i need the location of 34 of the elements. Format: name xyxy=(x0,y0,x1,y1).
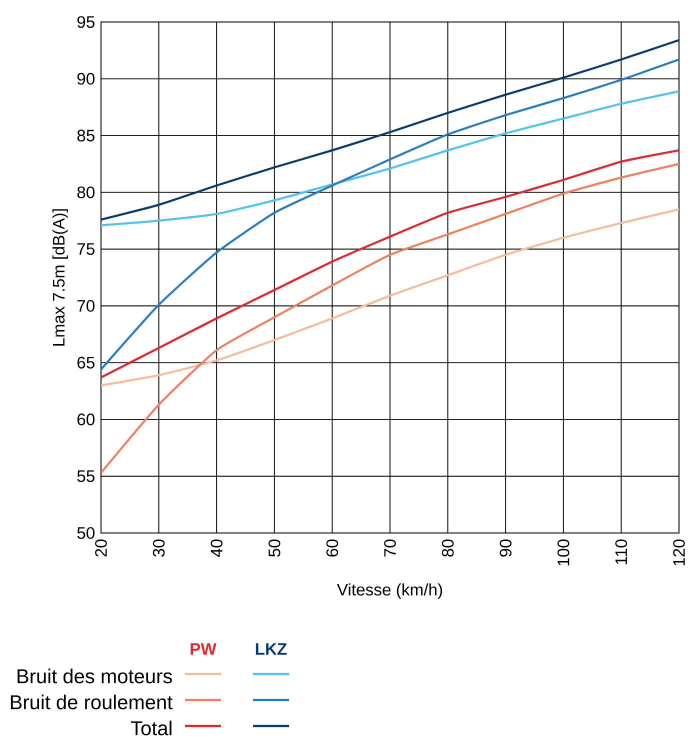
x-tick-label: 40 xyxy=(210,539,222,557)
y-tick-label: 50 xyxy=(77,527,94,539)
text: PW xyxy=(190,643,216,655)
line-series xyxy=(100,208,679,386)
x-tick-label: 20 xyxy=(94,539,107,557)
legend-label: Bruit de roulement xyxy=(10,694,172,710)
x-tick-label: 100 xyxy=(557,539,570,566)
text: LKZ xyxy=(256,643,286,655)
legend-label: Bruit des moteurs xyxy=(17,668,172,684)
line-series xyxy=(100,58,679,371)
y-tick-label: 75 xyxy=(77,243,94,255)
line-series xyxy=(100,90,679,226)
line-series xyxy=(100,149,679,378)
y-tick-label: 95 xyxy=(77,16,94,28)
y-tick-label: 70 xyxy=(77,300,94,312)
line-series xyxy=(100,39,679,221)
x-tick-label: 90 xyxy=(499,539,512,557)
y-tick-label: 80 xyxy=(77,186,94,198)
legend-label: Total xyxy=(130,720,172,736)
x-tick-label: 60 xyxy=(326,539,338,557)
x-tick-label: 50 xyxy=(268,539,280,557)
x-tick-label: 30 xyxy=(152,539,164,557)
x-tick-label: 120 xyxy=(672,539,685,566)
y-tick-label: 65 xyxy=(77,356,94,369)
x-tick-label: 80 xyxy=(442,539,454,557)
y-tick-label: 85 xyxy=(77,130,94,142)
y-tick-label: 55 xyxy=(77,470,94,482)
line-series xyxy=(100,162,679,474)
x-tick-label: 110 xyxy=(615,539,627,564)
x-tick-label: 70 xyxy=(384,539,396,556)
y-tick-label: 60 xyxy=(77,414,94,426)
y-axis-title: Lmax 7.5m [dB(A)] xyxy=(52,209,68,346)
y-tick-label: 90 xyxy=(77,72,94,85)
x-axis-title: Vitesse (km/h) xyxy=(336,583,442,599)
